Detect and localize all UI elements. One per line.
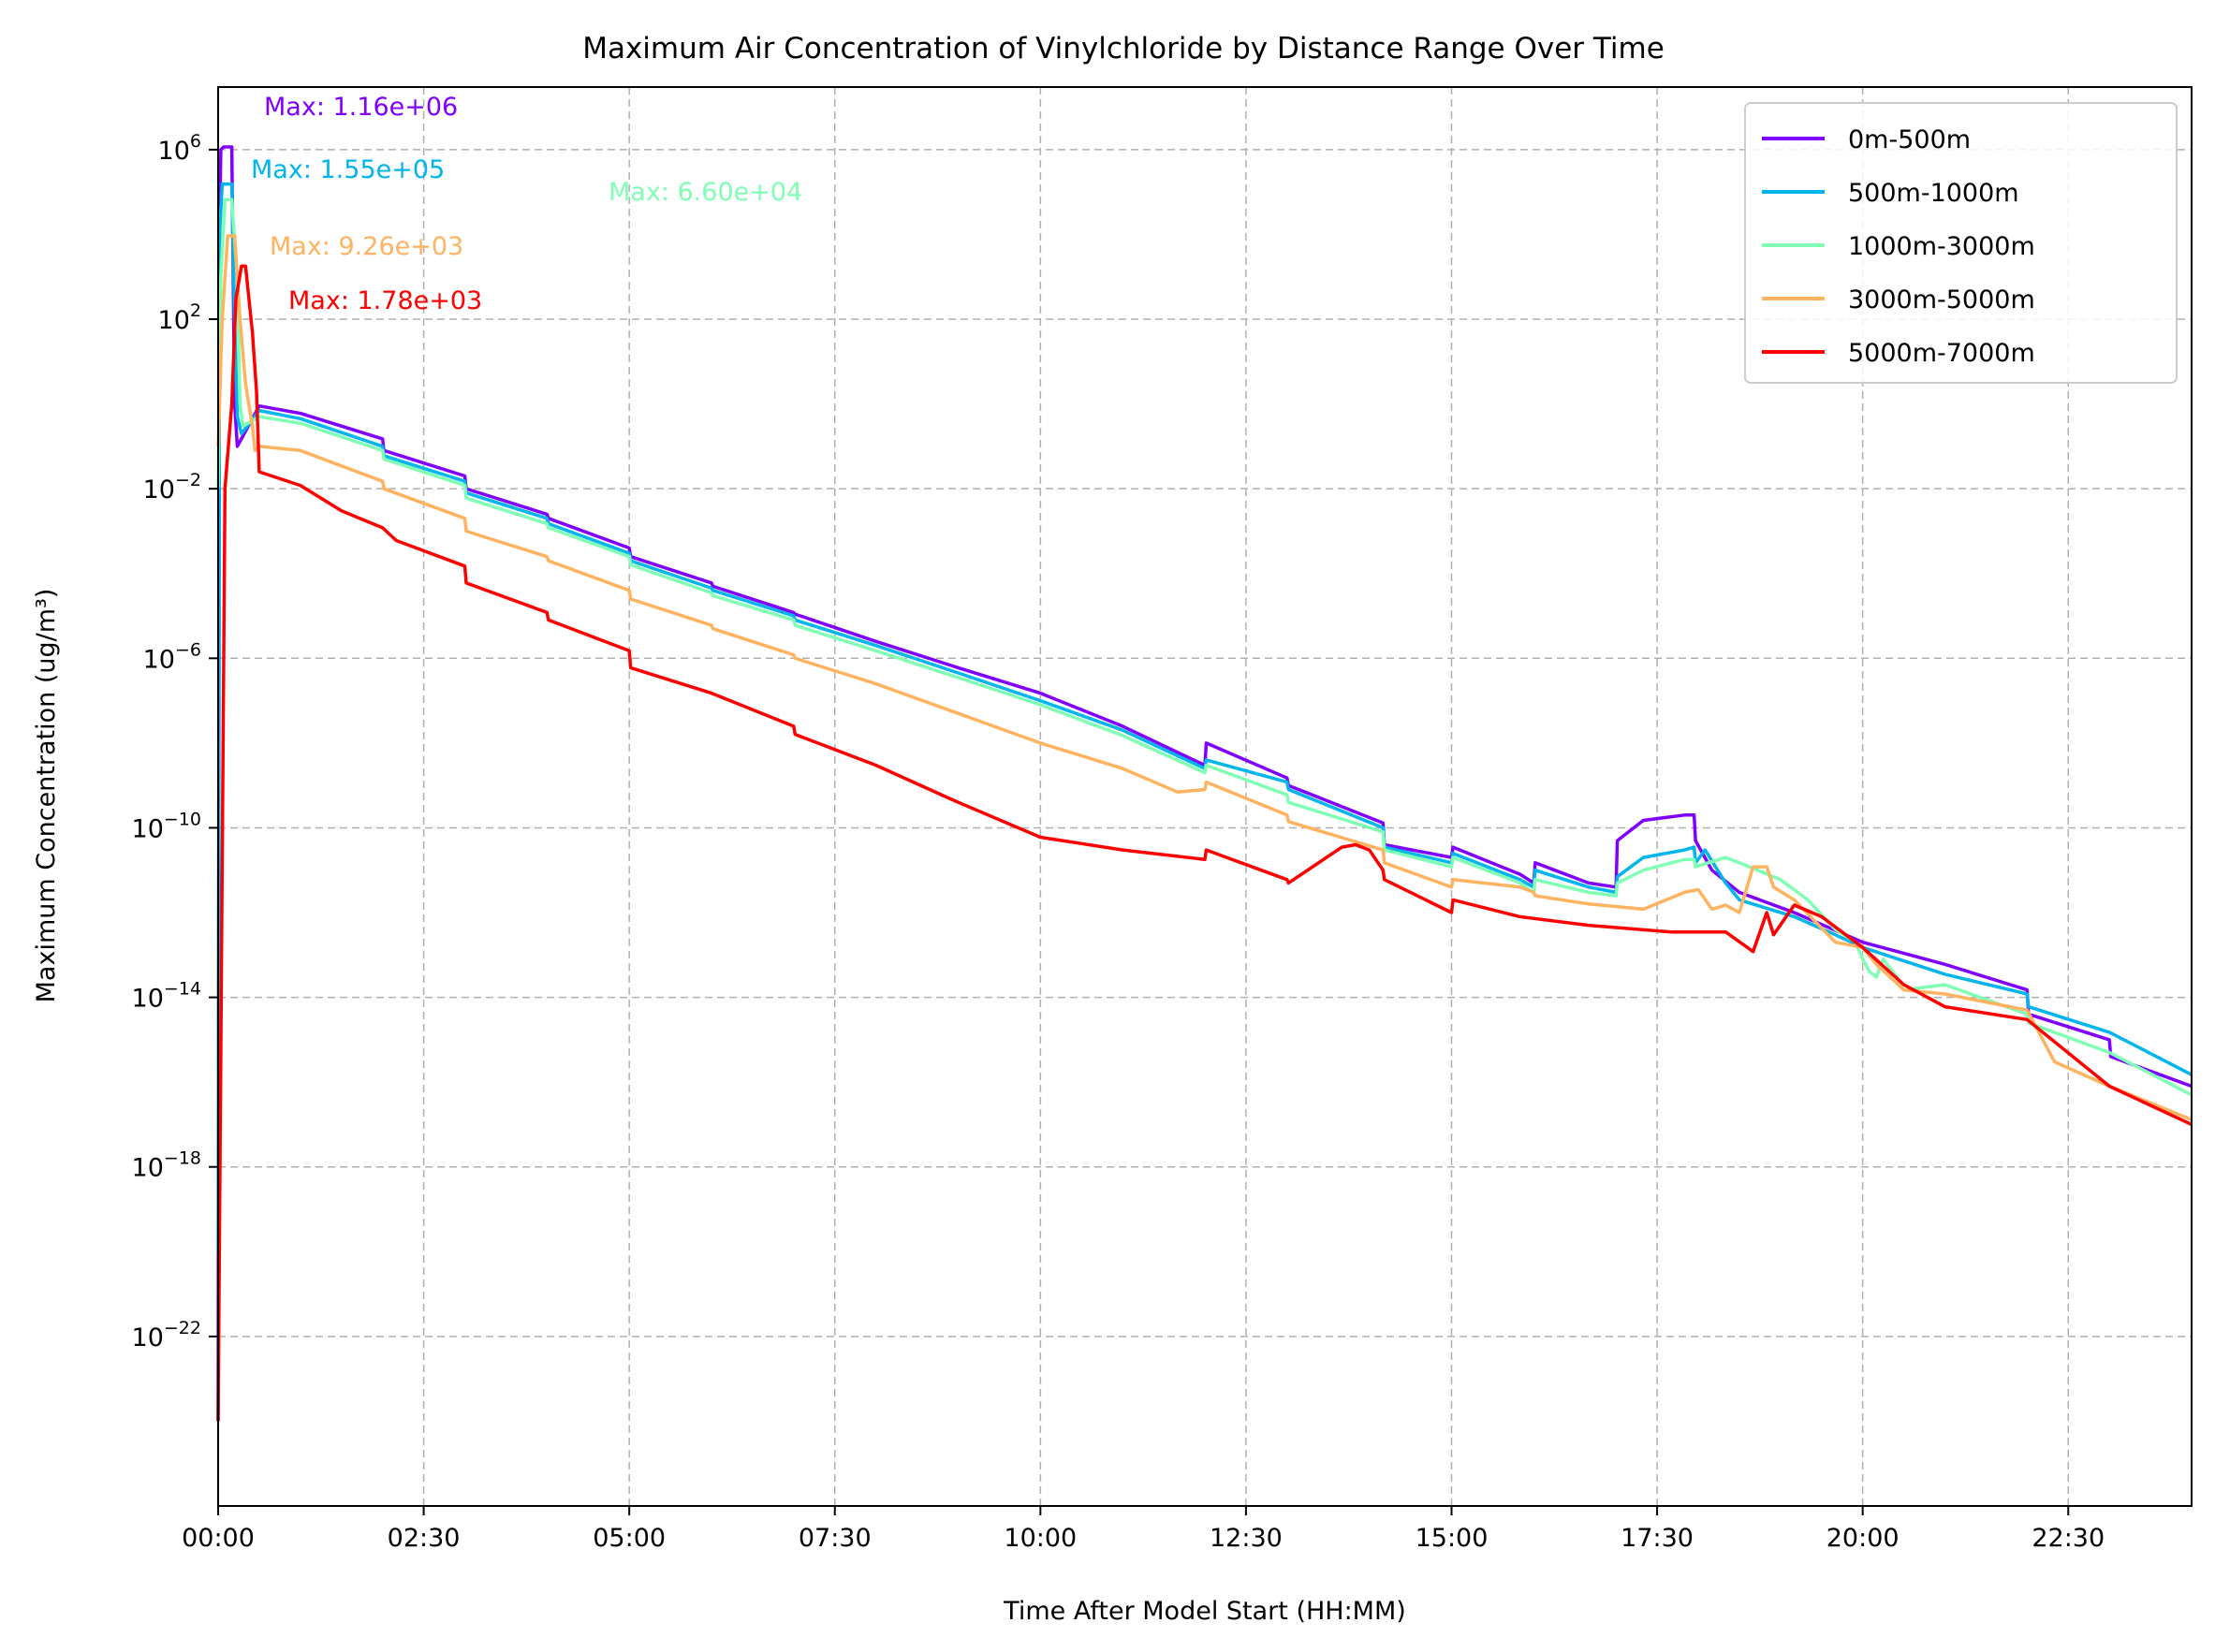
y-tick-label: 106 bbox=[158, 131, 201, 166]
max-annotation: Max: 1.55e+05 bbox=[251, 155, 445, 184]
plot-frame bbox=[217, 86, 2193, 1507]
series-line-1000m-3000m bbox=[216, 197, 2193, 1097]
y-tick-label: 10−18 bbox=[132, 1148, 201, 1183]
x-tick-label: 10:00 bbox=[1004, 1524, 1077, 1553]
max-annotations: Max: 1.16e+06 Max: 1.55e+05 Max: 6.60e+04 M… bbox=[251, 93, 802, 315]
x-tick-label: 22:30 bbox=[2032, 1524, 2105, 1553]
x-tick-label: 05:00 bbox=[593, 1524, 666, 1553]
max-annotation: Max: 1.78e+03 bbox=[288, 286, 482, 315]
series-line-0m-500m bbox=[216, 145, 2193, 1422]
legend-label: 3000m-5000m bbox=[1848, 285, 2035, 314]
x-axis-label: Time After Model Start (HH:MM) bbox=[1003, 1597, 1406, 1626]
y-tick-label: 102 bbox=[158, 300, 201, 335]
x-tick-label: 20:00 bbox=[1826, 1524, 1900, 1553]
y-tick-label: 10−14 bbox=[132, 979, 201, 1014]
x-tick-label: 02:30 bbox=[388, 1524, 461, 1553]
y-axis-label: Maximum Concentration (ug/m³) bbox=[32, 589, 61, 1003]
gridlines bbox=[217, 87, 2192, 1506]
chart-title: Maximum Air Concentration of Vinylchlori… bbox=[582, 32, 1665, 66]
x-tick-label: 00:00 bbox=[182, 1524, 255, 1553]
x-axis-ticks: 00:00 02:30 05:00 07:30 10:00 12:30 15:00 17:30… bbox=[182, 1506, 2105, 1553]
legend-box bbox=[1744, 102, 2178, 384]
max-annotation: Max: 9.26e+03 bbox=[270, 232, 463, 261]
series-lines bbox=[216, 145, 2193, 1422]
x-tick-label: 12:30 bbox=[1210, 1524, 1283, 1553]
x-tick-label: 07:30 bbox=[799, 1524, 872, 1553]
y-tick-label: 10−6 bbox=[143, 639, 201, 674]
series-line-5000m-7000m bbox=[216, 264, 2193, 1422]
x-tick-label: 15:00 bbox=[1416, 1524, 1489, 1553]
legend-label: 5000m-7000m bbox=[1848, 339, 2035, 368]
max-annotation: Max: 1.16e+06 bbox=[264, 93, 458, 122]
legend-label: 1000m-3000m bbox=[1848, 232, 2035, 261]
legend: 0m-500m 500m-1000m 1000m-3000m 3000m-5000m 5… bbox=[1744, 102, 2178, 384]
legend-label: 500m-1000m bbox=[1848, 179, 2019, 208]
y-axis-ticks: 106 102 10−2 10−6 10−10 10−14 10−18 10−22 bbox=[132, 131, 218, 1352]
max-annotation: Max: 6.60e+04 bbox=[609, 178, 802, 207]
x-tick-label: 17:30 bbox=[1621, 1524, 1694, 1553]
y-tick-label: 10−10 bbox=[132, 809, 201, 843]
y-tick-label: 10−22 bbox=[132, 1318, 201, 1352]
series-line-3000m-5000m bbox=[216, 234, 2193, 1121]
legend-label: 0m-500m bbox=[1848, 125, 1971, 154]
y-tick-label: 10−2 bbox=[143, 470, 201, 504]
series-line-500m-1000m bbox=[216, 182, 2193, 1252]
